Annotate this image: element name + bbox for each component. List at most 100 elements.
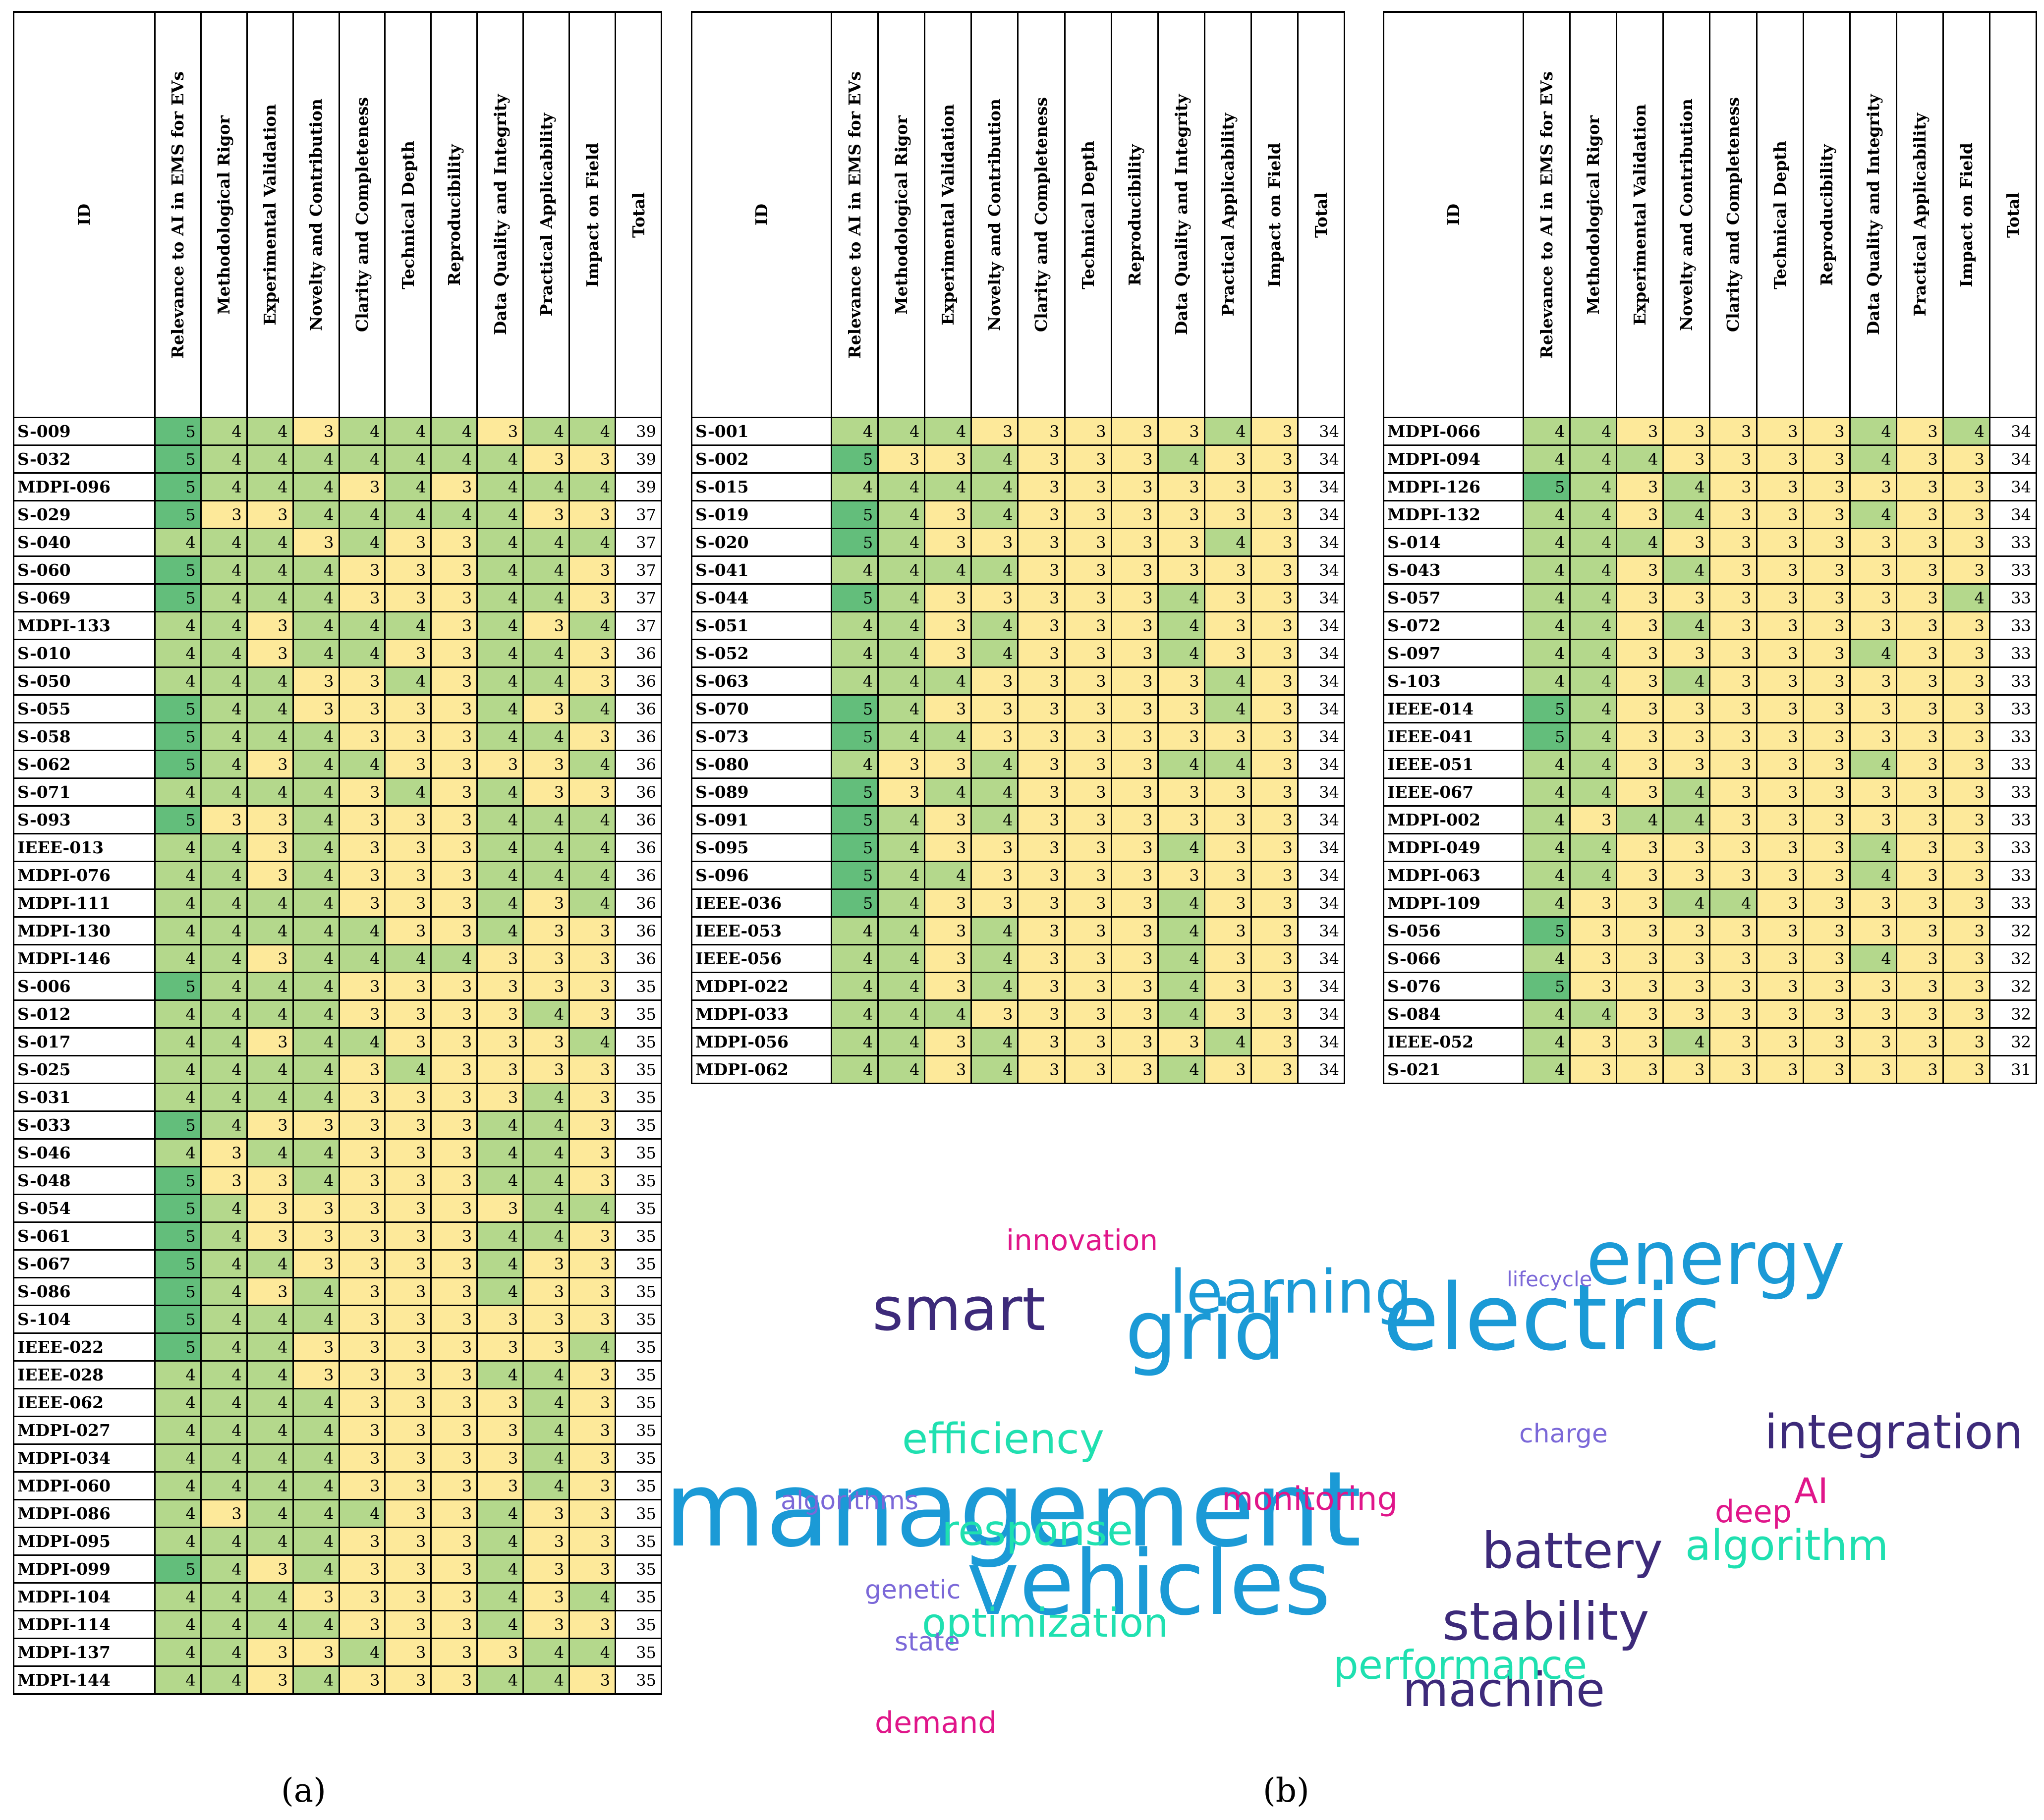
score-cell: 3 — [430, 833, 478, 862]
score-cell: 4 — [568, 417, 617, 446]
score-cell: 4 — [1662, 611, 1711, 640]
score-cell: 3 — [246, 1221, 294, 1251]
score-cell: 3 — [1756, 555, 1804, 585]
score-cell: 3 — [1616, 639, 1664, 668]
score-cell: 4 — [1569, 694, 1618, 723]
score-cell: 3 — [1756, 944, 1804, 973]
score-cell: 4 — [338, 611, 386, 640]
score-cell: 3 — [568, 444, 617, 474]
score-cell: 3 — [522, 1277, 570, 1306]
total-score: 34 — [1988, 444, 2038, 474]
score-cell: 3 — [1895, 611, 1944, 640]
total-score: 36 — [615, 916, 662, 945]
score-cell: 3 — [1569, 944, 1618, 973]
score-cell: 3 — [338, 1665, 386, 1695]
score-cell: 3 — [1802, 666, 1851, 696]
score-cell: 3 — [1616, 916, 1664, 945]
score-cell: 3 — [1756, 750, 1804, 779]
score-cell: 4 — [200, 528, 248, 557]
paper-id: MDPI-133 — [13, 611, 156, 640]
score-cell: 3 — [1895, 888, 1944, 918]
score-cell: 4 — [476, 611, 524, 640]
total-score: 34 — [1297, 611, 1346, 640]
score-cell: 4 — [154, 528, 202, 557]
score-cell: 4 — [877, 666, 926, 696]
column-header-label: Novelty and Contribution — [1677, 98, 1697, 331]
score-cell: 4 — [1523, 417, 1571, 446]
score-cell: 4 — [1157, 583, 1205, 612]
score-cell: 3 — [476, 1443, 524, 1473]
score-cell: 3 — [568, 1221, 617, 1251]
score-cell: 3 — [430, 611, 478, 640]
score-cell: 5 — [154, 722, 202, 751]
score-cell: 3 — [430, 694, 478, 723]
score-cell: 4 — [568, 1332, 617, 1362]
score-cell: 4 — [522, 1110, 570, 1140]
score-cell: 4 — [154, 1471, 202, 1500]
score-cell: 3 — [1802, 722, 1851, 751]
score-cell: 4 — [200, 1638, 248, 1667]
score-cell: 3 — [292, 1221, 340, 1251]
score-cell: 3 — [1203, 999, 1252, 1029]
paper-id: MDPI-066 — [1382, 417, 1525, 446]
paper-id: S-043 — [1382, 555, 1525, 585]
score-cell: 3 — [568, 1138, 617, 1167]
total-score: 33 — [1988, 555, 2038, 585]
score-cell: 4 — [1569, 639, 1618, 668]
total-score: 34 — [1297, 944, 1346, 973]
score-cell: 3 — [338, 1582, 386, 1611]
score-cell: 3 — [1110, 639, 1159, 668]
paper-id: S-029 — [13, 500, 156, 529]
score-cell: 4 — [246, 472, 294, 501]
score-cell: 3 — [384, 1638, 432, 1667]
word-machine: machine — [1403, 1663, 1605, 1717]
total-score: 32 — [1988, 944, 2038, 973]
score-cell: 4 — [522, 1194, 570, 1223]
score-cell: 4 — [292, 1416, 340, 1445]
score-cell: 3 — [430, 750, 478, 779]
table-row: S-020 5 4 3 3 3 3 3 3 4 3 34 — [690, 528, 1346, 557]
table-row: S-002 5 3 3 4 3 3 3 4 3 3 34 — [690, 444, 1346, 474]
score-cell: 4 — [292, 805, 340, 834]
table-row: S-086 5 4 3 4 3 3 3 4 3 3 35 — [13, 1277, 662, 1306]
score-cell: 3 — [384, 888, 432, 918]
score-cell: 4 — [831, 916, 879, 945]
score-cell: 4 — [338, 944, 386, 973]
score-cell: 3 — [924, 500, 972, 529]
column-header-total: Total — [1988, 11, 2038, 418]
score-cell: 4 — [970, 555, 1019, 585]
score-cell: 4 — [522, 1388, 570, 1417]
paper-id: IEEE-056 — [690, 944, 833, 973]
score-cell: 4 — [200, 1554, 248, 1584]
score-cell: 4 — [338, 1638, 386, 1667]
score-cell: 3 — [1110, 888, 1159, 918]
score-cell: 3 — [430, 805, 478, 834]
score-cell: 3 — [970, 833, 1019, 862]
score-cell: 3 — [924, 694, 972, 723]
score-cell: 3 — [1709, 861, 1758, 890]
score-cell: 4 — [154, 1582, 202, 1611]
score-cell: 3 — [1203, 972, 1252, 1001]
score-cell: 3 — [1250, 805, 1299, 834]
score-cell: 3 — [338, 555, 386, 585]
score-cell: 4 — [924, 999, 972, 1029]
score-cell: 4 — [476, 1277, 524, 1306]
column-header-label: ID — [752, 204, 772, 226]
score-cell: 3 — [1110, 916, 1159, 945]
score-cell: 3 — [338, 1388, 386, 1417]
score-cell: 4 — [200, 1277, 248, 1306]
score-cell: 3 — [970, 722, 1019, 751]
total-score: 34 — [1297, 639, 1346, 668]
table-row: MDPI-096 5 4 4 4 3 4 3 4 4 4 39 — [13, 472, 662, 501]
table-row: IEEE-056 4 4 3 4 3 3 3 4 3 3 34 — [690, 944, 1346, 973]
total-score: 35 — [615, 1388, 662, 1417]
paper-id: MDPI-137 — [13, 1638, 156, 1667]
score-cell: 3 — [384, 1249, 432, 1278]
table-row: S-033 5 4 3 3 3 3 3 4 4 3 35 — [13, 1110, 662, 1140]
column-header-label: Experimental Validation — [260, 104, 280, 326]
word-management: management — [664, 1449, 1362, 1570]
total-score: 34 — [1297, 972, 1346, 1001]
score-cell: 4 — [568, 833, 617, 862]
table-row: S-025 4 4 4 4 3 4 3 3 3 3 35 — [13, 1055, 662, 1084]
score-cell: 4 — [522, 833, 570, 862]
